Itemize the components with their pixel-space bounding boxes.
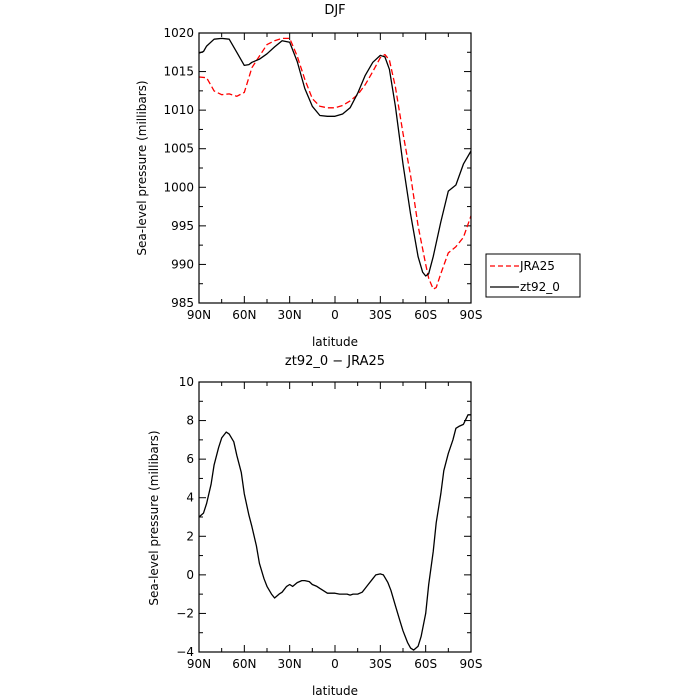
bottom-chart-frame: [198, 381, 472, 653]
legend-box: [485, 253, 581, 298]
top-y-tick-label: 990: [171, 257, 194, 271]
bottom-series-line-0: [198, 414, 471, 651]
top-x-tick-label: 0: [331, 308, 339, 322]
bottom-x-tick-label: 60S: [414, 657, 437, 671]
bottom-y-tick-label: −2: [176, 606, 194, 620]
bottom-chart-series: [198, 414, 471, 651]
top-y-tick-label: 1020: [163, 26, 194, 40]
bottom-y-tick-label: 6: [186, 452, 194, 466]
legend-label-zt92-0: zt92_0: [520, 280, 560, 294]
bottom-x-tick-label: 0: [331, 657, 339, 671]
bottom-chart-xlabel: latitude: [312, 684, 358, 698]
top-x-tick-label: 60N: [232, 308, 256, 322]
top-chart-ticks: 90N 60N 30N 0 30S 60S 90S 985 990 995 1000 1005 1010…: [163, 26, 482, 322]
top-series-line-zt92-0: [198, 37, 472, 277]
top-x-tick-label: 90S: [460, 308, 483, 322]
top-chart-series: [198, 37, 472, 290]
bottom-x-tick-label: 30S: [369, 657, 392, 671]
top-y-tick-label: 1005: [163, 142, 194, 156]
bottom-y-tick-label: 8: [186, 414, 194, 428]
legend-label-jra25: JRA25: [519, 259, 555, 273]
top-x-tick-label: 30S: [369, 308, 392, 322]
top-y-tick-label: 995: [171, 219, 194, 233]
bottom-chart: zt92_0 − JRA25 latitude Sea-level pressu…: [147, 354, 482, 698]
top-chart-legend: JRA25 zt92_0: [485, 253, 581, 298]
bottom-x-tick-label: 30N: [278, 657, 302, 671]
top-y-tick-label: 985: [171, 296, 194, 310]
top-y-tick-label: 1000: [163, 180, 194, 194]
top-x-tick-label: 30N: [278, 308, 302, 322]
top-chart-frame: [198, 32, 472, 304]
top-x-tick-label: 90N: [187, 308, 211, 322]
bottom-y-tick-label: 2: [186, 529, 194, 543]
bottom-x-tick-label: 90S: [460, 657, 483, 671]
top-y-tick-label: 1010: [163, 103, 194, 117]
top-chart-title: DJF: [324, 3, 345, 18]
bottom-y-tick-label: 4: [186, 491, 194, 505]
bottom-chart-ticks: 90N 60N 30N 0 30S 60S 90S −4 −2 0 2 4 6 8 10: [176, 375, 482, 671]
bottom-x-tick-label: 90N: [187, 657, 211, 671]
top-chart: DJF latitude Sea-level pressure (milliba…: [135, 3, 482, 349]
bottom-y-tick-label: 0: [186, 568, 194, 582]
top-x-tick-label: 60S: [414, 308, 437, 322]
top-y-tick-label: 1015: [163, 65, 194, 79]
top-series-line-jra25: [198, 37, 472, 290]
bottom-chart-ylabel: Sea-level pressure (millibars): [147, 430, 161, 605]
bottom-chart-title: zt92_0 − JRA25: [285, 354, 385, 369]
bottom-x-tick-label: 60N: [232, 657, 256, 671]
top-chart-ylabel: Sea-level pressure (millibars): [135, 80, 149, 255]
bottom-y-tick-label: 10: [179, 375, 194, 389]
bottom-y-tick-label: −4: [176, 645, 194, 659]
top-chart-xlabel: latitude: [312, 335, 358, 349]
